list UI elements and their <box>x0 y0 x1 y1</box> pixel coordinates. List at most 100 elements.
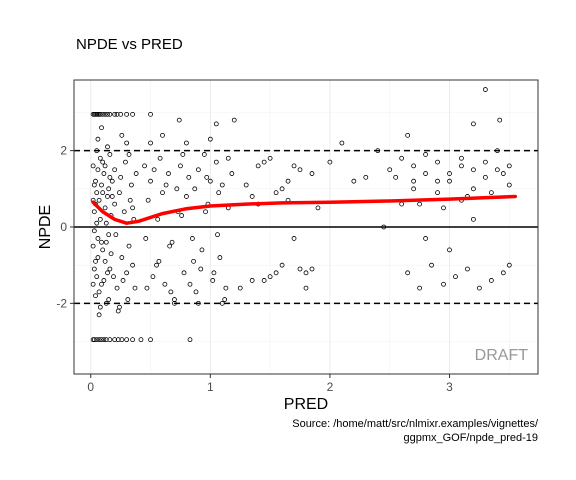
data-point <box>207 136 213 142</box>
data-point <box>199 247 205 253</box>
data-point <box>216 190 222 196</box>
data-point <box>303 270 309 276</box>
data-point <box>222 297 228 302</box>
data-point <box>144 285 150 291</box>
data-point <box>95 167 101 173</box>
data-point <box>176 117 182 123</box>
data-point <box>193 289 199 295</box>
data-point <box>108 251 114 257</box>
data-point <box>488 278 494 283</box>
data-point <box>99 182 104 188</box>
data-point <box>273 190 279 196</box>
data-point <box>105 194 110 199</box>
data-point <box>471 167 476 173</box>
data-point <box>148 140 153 146</box>
data-point <box>154 262 159 268</box>
data-point <box>243 182 249 188</box>
data-point <box>273 270 279 276</box>
data-point <box>267 274 273 280</box>
data-point <box>100 159 106 165</box>
data-point <box>109 178 115 184</box>
data-point <box>130 337 135 343</box>
data-points <box>90 87 512 343</box>
data-point <box>112 111 118 117</box>
data-point <box>187 337 193 343</box>
data-point <box>97 111 103 117</box>
data-point <box>279 186 285 192</box>
data-point <box>249 194 255 199</box>
data-point <box>166 171 171 176</box>
data-point <box>101 337 107 343</box>
data-point <box>229 171 235 176</box>
data-point <box>95 255 101 260</box>
data-point <box>192 186 198 192</box>
data-point <box>132 285 138 291</box>
y-tick-label: 2 <box>60 144 67 158</box>
data-point <box>429 262 434 268</box>
data-point <box>100 190 106 196</box>
data-point <box>106 232 112 238</box>
data-point <box>201 152 207 157</box>
data-point <box>97 304 103 310</box>
data-point <box>213 159 219 165</box>
data-point <box>405 270 411 276</box>
data-point <box>107 111 113 117</box>
data-point <box>441 281 446 287</box>
data-point <box>114 285 120 291</box>
data-point <box>285 178 291 184</box>
data-point <box>99 281 104 287</box>
data-point <box>105 270 110 276</box>
data-point <box>279 262 285 268</box>
data-point <box>417 201 423 207</box>
data-point <box>126 243 132 249</box>
data-point <box>167 243 173 249</box>
data-point <box>155 216 161 222</box>
data-point <box>203 209 208 215</box>
data-point <box>93 258 98 264</box>
data-point <box>112 337 118 343</box>
data-point <box>482 174 488 180</box>
data-point <box>118 111 124 117</box>
data-point <box>494 148 500 154</box>
data-point <box>119 132 125 138</box>
data-point <box>99 239 104 245</box>
data-point <box>133 171 139 176</box>
data-point <box>291 163 297 169</box>
data-point <box>100 247 106 253</box>
data-point <box>124 270 130 276</box>
data-point <box>103 239 109 245</box>
data-point <box>506 262 512 268</box>
data-point <box>162 281 168 287</box>
data-point <box>435 159 440 165</box>
y-tick-label: -2 <box>56 296 67 310</box>
data-point <box>411 178 417 184</box>
data-point <box>107 337 113 343</box>
data-point <box>179 213 185 218</box>
data-point <box>138 337 144 343</box>
data-point <box>103 337 109 343</box>
data-point <box>148 337 153 343</box>
data-point <box>90 281 96 287</box>
data-point <box>91 228 97 234</box>
data-point <box>151 167 157 173</box>
data-point <box>96 197 102 203</box>
data-point <box>387 167 393 173</box>
data-point <box>423 171 428 176</box>
data-point <box>106 297 112 302</box>
data-point <box>106 186 112 192</box>
data-point <box>477 285 482 291</box>
data-point <box>327 159 333 165</box>
x-tick-label: 2 <box>327 380 334 394</box>
data-point <box>117 304 122 310</box>
data-point <box>157 155 163 161</box>
data-point <box>225 155 231 161</box>
data-point <box>91 182 97 188</box>
x-axis-title: PRED <box>284 396 328 413</box>
data-point <box>494 167 500 173</box>
draft-watermark: DRAFT <box>475 347 529 364</box>
data-point <box>198 266 204 272</box>
caption-line-1: Source: /home/matt/src/nlmixr.examples/v… <box>292 418 538 430</box>
data-point <box>96 337 102 343</box>
data-point <box>105 144 110 150</box>
data-point <box>435 190 440 196</box>
